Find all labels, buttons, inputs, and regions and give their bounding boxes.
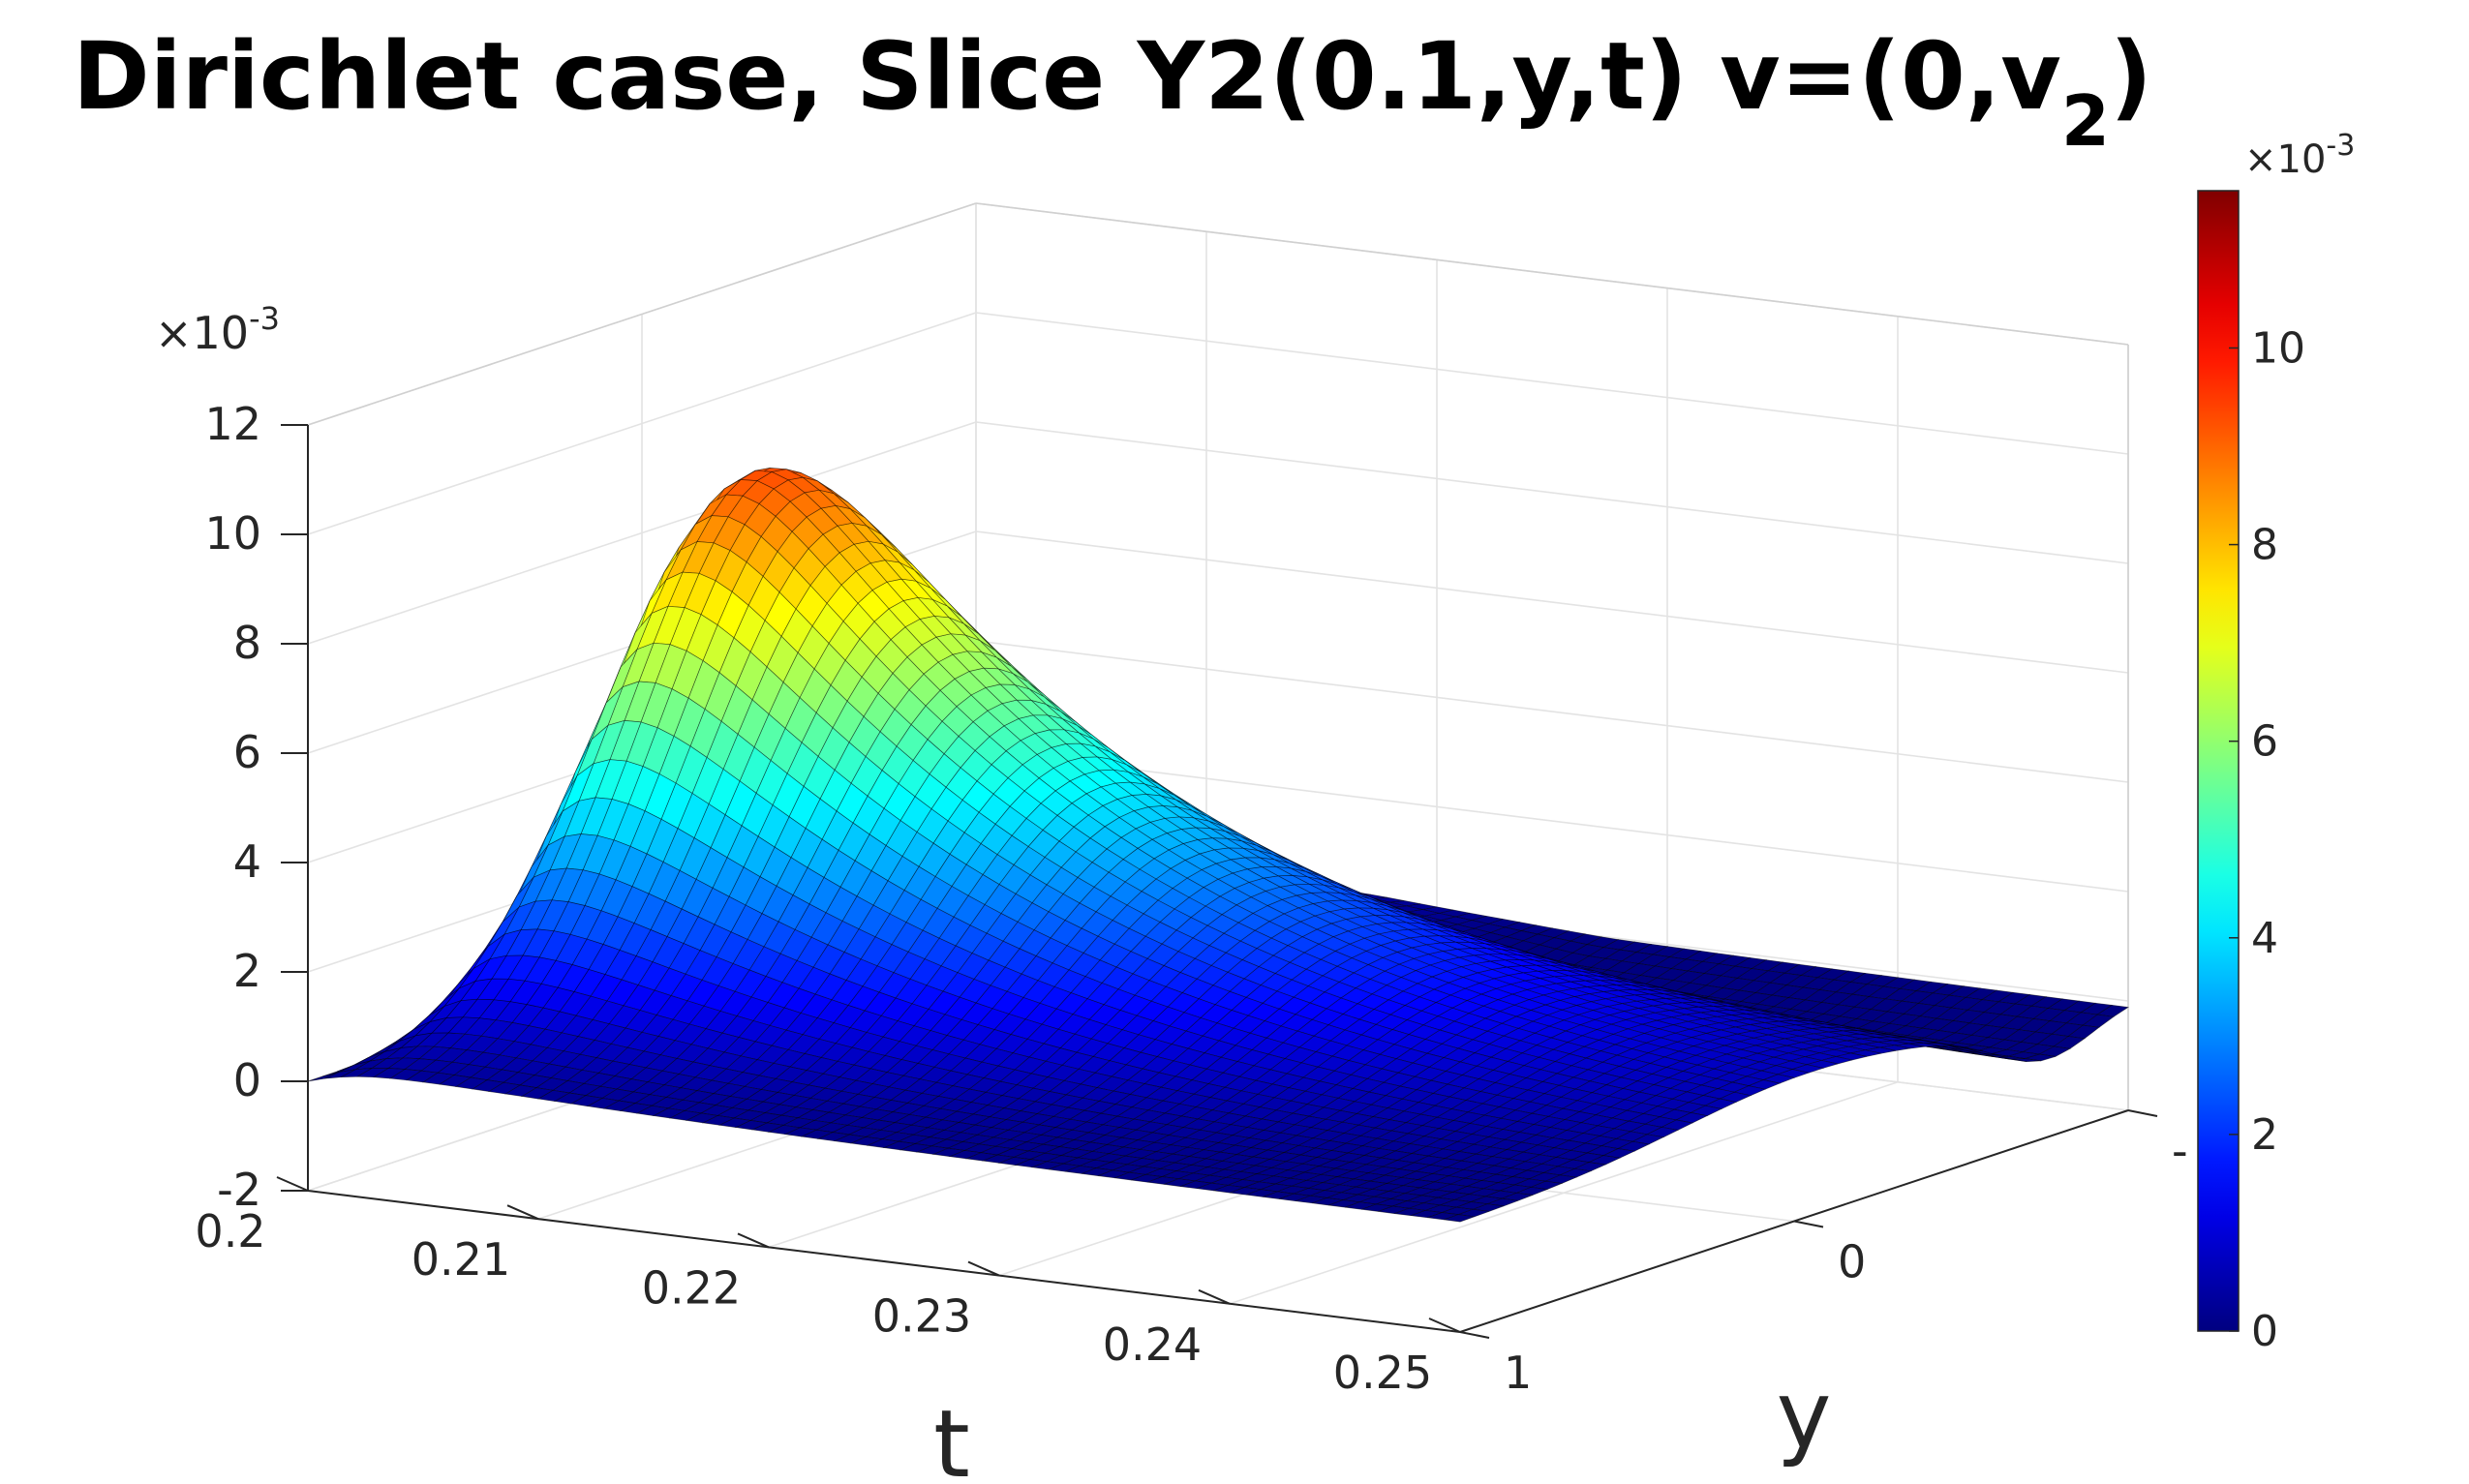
y-tick	[1459, 1331, 1490, 1339]
svg-text:Dirichlet case, Slice Y2(0.1,y: Dirichlet case, Slice Y2(0.1,y,t) v=(0,v…	[73, 22, 2152, 162]
colorbar-exponent: ×10-3	[2244, 129, 2355, 182]
x-axis-label: t	[933, 1390, 970, 1484]
t-axis-line	[307, 1190, 1461, 1333]
t-tick	[1198, 1288, 1231, 1305]
z-exponent-power: -3	[249, 300, 280, 337]
grid-line-z	[975, 640, 2129, 783]
z-tick-label: -2	[217, 1164, 261, 1216]
t-tick	[506, 1204, 539, 1221]
t-tick-label: 0.22	[642, 1261, 741, 1314]
colorbar-exponent-base: ×10	[2244, 137, 2326, 182]
grid-line-z	[975, 530, 2129, 674]
z-tick-label: 10	[204, 507, 261, 560]
colorbar-tick-label: 6	[2251, 717, 2278, 767]
t-tick	[737, 1232, 770, 1249]
t-tick-label: 0.2	[195, 1205, 265, 1257]
colorbar-bar	[2197, 190, 2240, 1332]
colorbar-ticks: 0 2 4 6 8 10	[2229, 323, 2305, 1356]
t-tick-label: 0.25	[1333, 1347, 1432, 1399]
box-edge	[307, 202, 977, 426]
y-tick-label: -	[2172, 1125, 2188, 1177]
y-tick	[1793, 1220, 1824, 1228]
t-tick-label: 0.24	[1103, 1318, 1202, 1371]
svg-text:×10-3: ×10-3	[155, 300, 280, 359]
y-tick-label: 1	[1504, 1347, 1532, 1399]
chart-title-close: )	[2110, 22, 2152, 131]
z-tick-label: 6	[233, 726, 261, 778]
t-tick	[967, 1260, 1000, 1277]
chart-title: Dirichlet case, Slice Y2(0.1,y,t) v=(0,v…	[73, 22, 2152, 162]
chart-title-main: Dirichlet case, Slice Y2(0.1,y,t) v=(0,v	[73, 22, 2061, 131]
t-tick-label: 0.23	[872, 1290, 971, 1343]
colorbar-tick-label: 0	[2251, 1307, 2278, 1356]
colorbar-exponent-power: -3	[2326, 129, 2355, 163]
z-tick-label: 4	[233, 835, 261, 888]
axis-ticks: -2 0 2 4 6 8 10 12 0.2 0.21 0.22 0.23 0.24 0.25 - 0 1	[195, 398, 2187, 1399]
y-tick-label: 0	[1838, 1236, 1866, 1288]
z-tick-label: 2	[233, 945, 261, 997]
grid-line-z	[975, 421, 2129, 564]
colorbar-tick-label: 2	[2251, 1110, 2278, 1160]
surface-patch	[307, 1072, 340, 1082]
colorbar-tick-label: 8	[2251, 521, 2278, 570]
y-axis-label: y	[1777, 1361, 1832, 1469]
chart-title-subscript: 2	[2061, 80, 2110, 162]
y-tick	[2127, 1109, 2158, 1117]
colorbar: 0 2 4 6 8 10 ×10-3	[2197, 129, 2355, 1356]
t-tick-label: 0.21	[412, 1233, 510, 1286]
colorbar-tick-label: 4	[2251, 914, 2278, 963]
grid-line-z	[975, 312, 2129, 455]
z-tick-label: 8	[233, 617, 261, 669]
z-exponent-base: ×10	[155, 307, 249, 359]
colorbar-tick-label: 10	[2251, 323, 2305, 373]
z-tick-label: 0	[233, 1054, 261, 1106]
surface-plot	[307, 468, 2129, 1223]
t-tick	[276, 1176, 309, 1192]
z-tick-label: 12	[204, 398, 261, 450]
grid-line-z	[975, 749, 2129, 893]
box-edge	[975, 202, 2129, 346]
t-tick	[1428, 1317, 1461, 1333]
z-axis-exponent: ×10-3	[155, 300, 280, 359]
